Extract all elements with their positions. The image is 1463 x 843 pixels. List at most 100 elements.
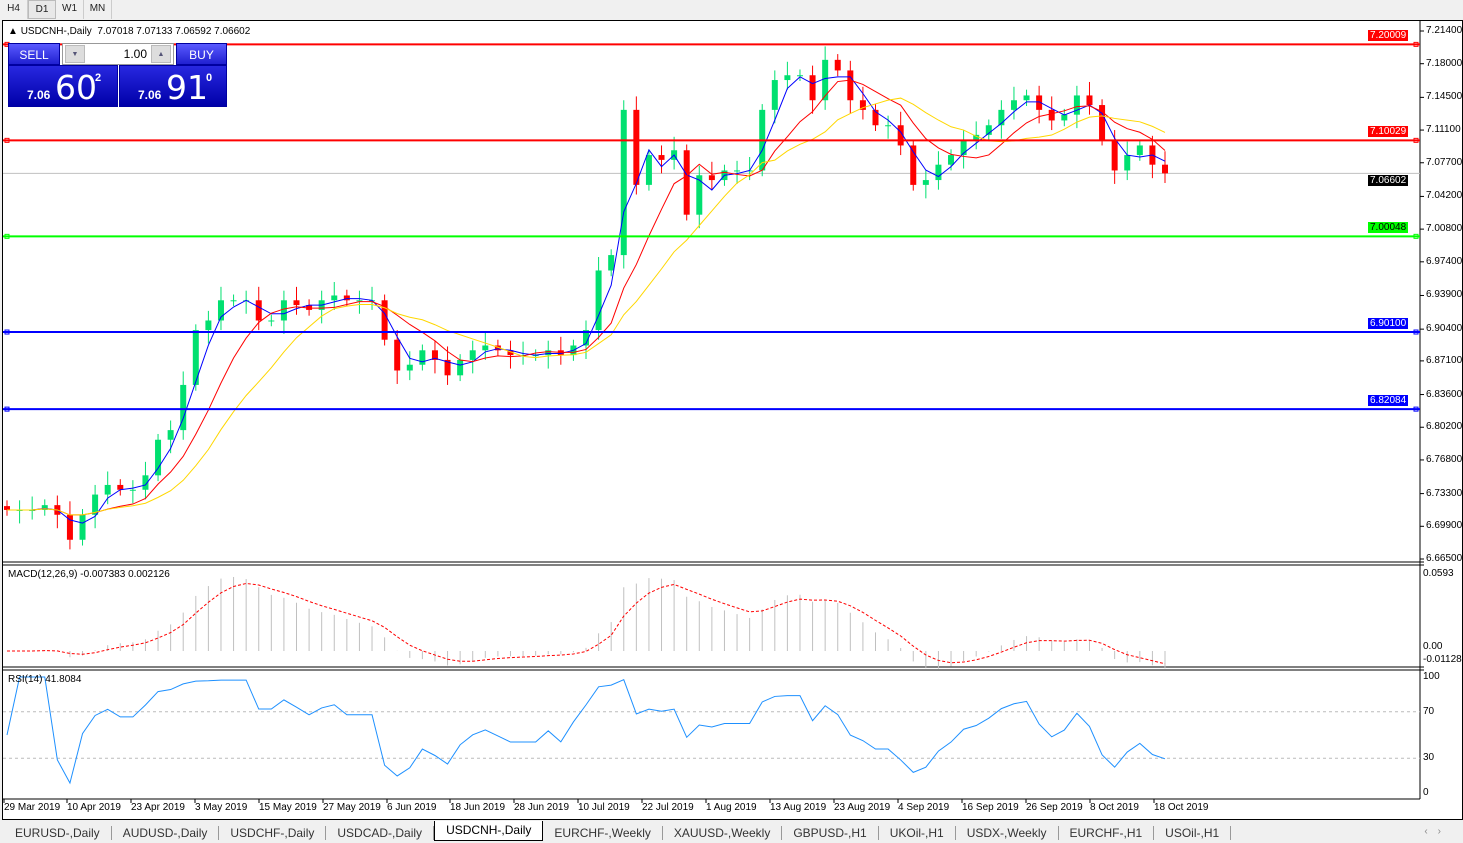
ma-fast-line bbox=[7, 76, 1166, 524]
candle-body bbox=[822, 59, 829, 101]
ma-slow-line bbox=[7, 97, 1166, 516]
price-tick-label: 7.11100 bbox=[1426, 124, 1461, 136]
one-click-trading-panel: SELL ▼ 1.00 ▲ BUY 7.06 60 2 7.06 91 0 bbox=[8, 43, 227, 107]
date-tick-label: 13 Aug 2019 bbox=[770, 802, 827, 813]
date-tick-label: 18 Jun 2019 bbox=[450, 802, 506, 813]
buy-price[interactable]: 7.06 91 0 bbox=[119, 65, 227, 107]
lot-decrease-button[interactable]: ▼ bbox=[65, 45, 85, 63]
candle-body bbox=[696, 175, 703, 215]
candle-body bbox=[331, 295, 338, 301]
tab-usdx-weekly[interactable]: USDX-,Weekly bbox=[956, 825, 1059, 840]
candle-body bbox=[293, 300, 300, 306]
candle-body bbox=[608, 255, 615, 271]
timeframe-bar: H4 D1 W1 MN bbox=[0, 0, 112, 19]
tab-eurchf-weekly[interactable]: EURCHF-,Weekly bbox=[543, 825, 663, 840]
candle-body bbox=[922, 180, 929, 185]
buy-button[interactable]: BUY bbox=[176, 43, 227, 65]
date-tick-label: 15 May 2019 bbox=[259, 802, 317, 813]
buy-price-prefix: 7.06 bbox=[138, 88, 162, 102]
price-tick-label: 6.87100 bbox=[1426, 354, 1463, 366]
candle-body bbox=[872, 109, 879, 126]
sell-price[interactable]: 7.06 60 2 bbox=[8, 65, 118, 107]
candle-body bbox=[431, 350, 438, 360]
timeframe-h4[interactable]: H4 bbox=[0, 0, 28, 19]
price-tick-label: 7.00800 bbox=[1426, 223, 1463, 235]
line-anchor bbox=[4, 406, 10, 412]
price-tick-label: 6.93900 bbox=[1426, 289, 1463, 301]
date-tick-label: 28 Jun 2019 bbox=[514, 802, 570, 813]
candle-body bbox=[230, 300, 237, 302]
tab-gbpusd-h1[interactable]: GBPUSD-,H1 bbox=[782, 825, 879, 840]
candle-body bbox=[4, 506, 10, 510]
tab-usdcad-daily[interactable]: USDCAD-,Daily bbox=[326, 825, 435, 840]
candle-body bbox=[180, 384, 187, 431]
timeframe-w1[interactable]: W1 bbox=[56, 0, 84, 19]
candle-body bbox=[859, 100, 866, 110]
price-tick-label: 7.07700 bbox=[1426, 156, 1463, 168]
macd-axis-label: 0.0593 bbox=[1423, 568, 1454, 579]
date-tick-label: 18 Oct 2019 bbox=[1154, 802, 1209, 813]
timeframe-mn[interactable]: MN bbox=[84, 0, 112, 19]
price-tick-label: 6.97400 bbox=[1426, 255, 1463, 267]
timeframe-d1[interactable]: D1 bbox=[28, 0, 56, 19]
line-anchor bbox=[1413, 41, 1419, 47]
candle-body bbox=[142, 475, 149, 490]
candle-body bbox=[217, 300, 224, 321]
hline-price-label: 7.00048 bbox=[1368, 222, 1409, 234]
line-anchor bbox=[1413, 233, 1419, 239]
hline-price-label: 6.82084 bbox=[1368, 395, 1409, 407]
date-tick-label: 29 Mar 2019 bbox=[4, 802, 61, 813]
sell-price-pips: 60 bbox=[55, 68, 97, 107]
sell-button[interactable]: SELL bbox=[8, 43, 60, 65]
buy-price-fraction: 0 bbox=[206, 72, 213, 84]
candle-body bbox=[192, 330, 199, 385]
price-tick-label: 6.69900 bbox=[1426, 520, 1463, 532]
candle-body bbox=[1111, 139, 1118, 171]
candle-body bbox=[1073, 95, 1080, 115]
candle-body bbox=[268, 320, 275, 322]
candle-body bbox=[117, 484, 124, 490]
candle-body bbox=[66, 514, 73, 540]
candle-body bbox=[419, 350, 426, 365]
tab-ukoil-h1[interactable]: UKOil-,H1 bbox=[879, 825, 956, 840]
date-tick-label: 16 Sep 2019 bbox=[962, 802, 1019, 813]
candle-body bbox=[897, 125, 904, 146]
tab-usoil-h1[interactable]: USOil-,H1 bbox=[1154, 825, 1232, 840]
candle-body bbox=[771, 80, 778, 110]
date-tick-label: 4 Sep 2019 bbox=[898, 802, 950, 813]
line-anchor bbox=[1413, 406, 1419, 412]
line-anchor bbox=[1413, 137, 1419, 143]
candle-body bbox=[155, 439, 162, 476]
macd-signal-line bbox=[7, 582, 1166, 665]
chart-title: ▲ USDCNH-,Daily 7.07018 7.07133 7.06592 … bbox=[8, 26, 251, 37]
macd-axis-label: 0.00 bbox=[1423, 641, 1443, 652]
tab-eurusd-daily[interactable]: EURUSD-,Daily bbox=[4, 825, 112, 840]
lot-size-input[interactable]: ▼ 1.00 ▲ bbox=[62, 43, 174, 65]
hline-price-label: 7.10029 bbox=[1368, 126, 1409, 138]
candle-body bbox=[658, 155, 665, 160]
chart-canvas[interactable] bbox=[3, 21, 1463, 821]
tab-scroll-arrows[interactable]: ‹› bbox=[1424, 826, 1451, 837]
candle-body bbox=[708, 175, 715, 181]
chart-window[interactable]: ▲ USDCNH-,Daily 7.07018 7.07133 7.06592 … bbox=[2, 20, 1463, 820]
lot-increase-button[interactable]: ▲ bbox=[151, 45, 171, 63]
date-tick-label: 23 Aug 2019 bbox=[834, 802, 891, 813]
candle-body bbox=[79, 514, 86, 540]
candle-body bbox=[406, 364, 413, 371]
tab-xauusd-weekly[interactable]: XAUUSD-,Weekly bbox=[663, 825, 783, 840]
candle-body bbox=[104, 484, 111, 495]
tab-audusd-daily[interactable]: AUDUSD-,Daily bbox=[112, 825, 220, 840]
buy-price-pips: 91 bbox=[166, 68, 208, 107]
candle-body bbox=[1136, 145, 1143, 156]
macd-label: MACD(12,26,9) -0.007383 0.002126 bbox=[8, 569, 170, 580]
candle-body bbox=[645, 155, 652, 185]
tab-eurchf-h1[interactable]: EURCHF-,H1 bbox=[1059, 825, 1155, 840]
tab-usdchf-daily[interactable]: USDCHF-,Daily bbox=[219, 825, 327, 840]
candle-body bbox=[1010, 100, 1017, 110]
tab-usdcnh-daily[interactable]: USDCNH-,Daily bbox=[434, 821, 544, 841]
candle-body bbox=[255, 300, 262, 321]
rsi-axis-label: 100 bbox=[1423, 671, 1440, 682]
date-tick-label: 22 Jul 2019 bbox=[642, 802, 694, 813]
price-tick-label: 6.80200 bbox=[1426, 421, 1463, 433]
date-tick-label: 10 Apr 2019 bbox=[67, 802, 121, 813]
